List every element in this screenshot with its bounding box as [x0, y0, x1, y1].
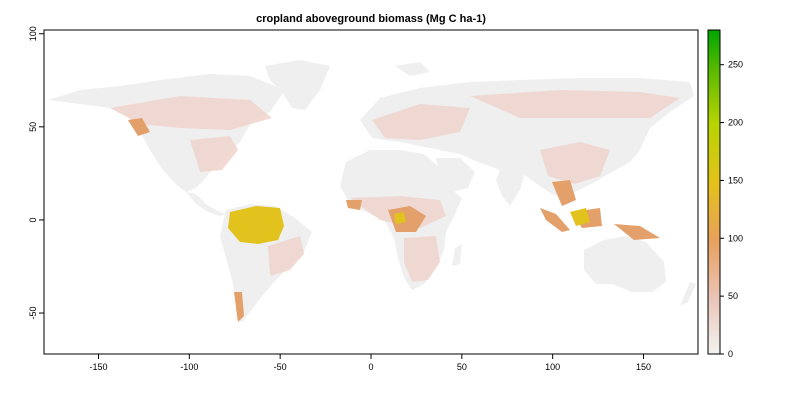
- sumatra-mid: [540, 208, 570, 232]
- y-tick-label: 100: [28, 26, 38, 41]
- mainland-se-asia-mid: [552, 180, 576, 206]
- x-tick-label: -150: [89, 362, 107, 372]
- x-tick-label: -100: [180, 362, 198, 372]
- new-guinea-mid: [614, 224, 660, 240]
- y-tick-label: 0: [28, 217, 38, 222]
- x-tick-label: 50: [457, 362, 467, 372]
- madagascar-shape: [452, 244, 462, 266]
- legend-tick-label: 150: [728, 175, 743, 185]
- arctic-islands-shape: [395, 62, 430, 76]
- y-axis: 100 50 0 -50: [28, 26, 44, 320]
- legend-tick-label: 0: [728, 349, 733, 359]
- southern-africa-low: [404, 236, 440, 282]
- australia-shape: [584, 236, 666, 292]
- amazon-high: [228, 206, 284, 244]
- pacific-northwest-mid: [128, 118, 150, 136]
- legend-colorbar: [707, 29, 721, 355]
- x-tick-label: 150: [636, 362, 651, 372]
- biomass-high-regions: [228, 206, 590, 244]
- new-zealand-shape: [680, 282, 696, 306]
- congo-high: [394, 212, 406, 224]
- boreal-america-low: [110, 96, 272, 130]
- legend-tick-label: 200: [728, 118, 743, 128]
- borneo-high: [570, 208, 590, 226]
- legend-tick-label: 250: [728, 60, 743, 70]
- x-tick-label: 0: [368, 362, 373, 372]
- legend-tick-label: 50: [728, 291, 738, 301]
- siberia-low: [470, 90, 680, 118]
- west-africa-mid: [346, 200, 362, 210]
- india-shape: [496, 170, 525, 206]
- east-asia-low: [540, 142, 610, 184]
- europe-low: [372, 104, 470, 140]
- y-tick-label: 50: [28, 122, 38, 132]
- greenland-shape: [265, 60, 330, 110]
- eastern-us-low: [190, 136, 238, 172]
- legend-tick-label: 100: [728, 233, 743, 243]
- biomass-low-regions: [110, 90, 680, 282]
- y-tick-label: -50: [28, 307, 38, 320]
- central-america-shape: [186, 192, 226, 216]
- x-axis: -150 -100 -50 0 50 100 150: [89, 354, 651, 372]
- map-title: cropland aboveground biomass (Mg C ha-1): [256, 13, 486, 25]
- chile-mid: [234, 292, 244, 322]
- x-tick-label: -50: [274, 362, 287, 372]
- x-tick-label: 100: [545, 362, 560, 372]
- legend-axis: 0 50 100 150 200 250: [720, 60, 743, 359]
- congo-mid: [388, 206, 426, 232]
- brazil-low: [268, 236, 304, 276]
